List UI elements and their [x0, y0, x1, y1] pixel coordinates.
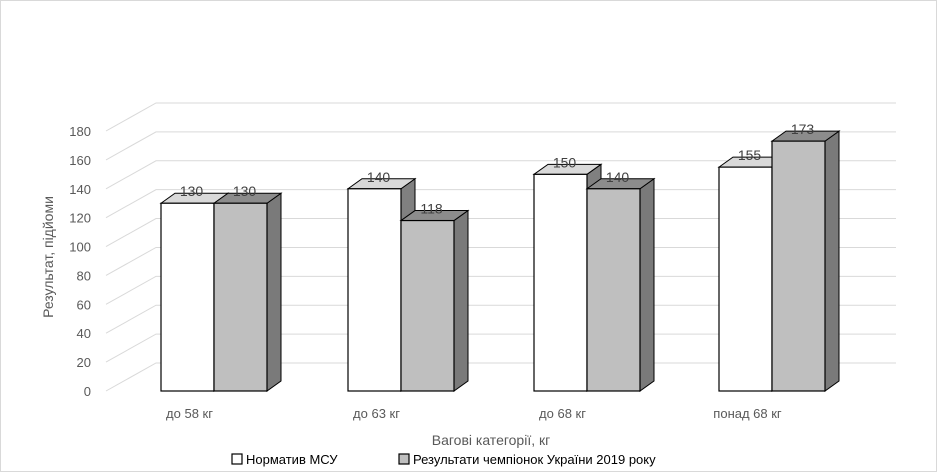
y-tick-60: 60 — [77, 297, 91, 312]
data-label-3-0: 155 — [738, 147, 762, 163]
bar-front-0-1 — [213, 202, 268, 392]
data-label-2-0: 150 — [553, 154, 577, 170]
legend-swatch-results — [398, 453, 410, 465]
legend-label-normative: Норматив МСУ — [246, 452, 338, 467]
data-label-0-0: 130 — [180, 183, 204, 199]
bar-front-0-0 — [160, 202, 215, 392]
gridline-160 — [105, 131, 896, 161]
bar-front-3-1 — [771, 140, 826, 392]
y-tick-160: 160 — [69, 153, 91, 168]
data-label-1-1: 118 — [420, 201, 443, 217]
data-labels: 130 130 140 118 150 140 155 173 — [180, 121, 815, 216]
data-label-2-1: 140 — [606, 169, 630, 185]
bar-side-1-1 — [453, 209, 469, 392]
legend-swatch-normative — [231, 453, 243, 465]
x-tick-3: понад 68 кг — [713, 406, 782, 421]
y-tick-80: 80 — [77, 268, 91, 283]
bar-0-1 — [212, 192, 283, 392]
bar-front-1-1 — [400, 219, 455, 392]
bar-1-1 — [399, 209, 470, 392]
y-tick-0: 0 — [84, 384, 91, 399]
bar-front-1-0 — [347, 188, 402, 392]
x-tick-0: до 58 кг — [166, 406, 213, 421]
x-tick-2: до 68 кг — [539, 406, 586, 421]
y-axis-title: Результат, підйоми — [40, 196, 56, 318]
y-tick-180: 180 — [69, 124, 91, 139]
legend-label-results: Результати чемпіонок України 2019 року — [413, 452, 656, 467]
bar-front-2-0 — [533, 173, 588, 392]
data-label-0-1: 130 — [233, 183, 257, 199]
x-tick-labels: до 58 кг до 63 кг до 68 кг понад 68 кг — [166, 406, 782, 421]
x-axis-title: Вагові категорії, кг — [432, 432, 550, 448]
y-tick-140: 140 — [69, 182, 91, 197]
bar-side-3-1 — [824, 130, 840, 392]
x-tick-1: до 63 кг — [353, 406, 400, 421]
y-tick-40: 40 — [77, 326, 91, 341]
gridline-180 — [105, 102, 896, 132]
bar-front-3-0 — [718, 166, 773, 392]
y-tick-labels: 0 20 40 60 80 100 120 140 160 180 — [69, 124, 91, 399]
data-label-3-1: 173 — [791, 121, 815, 137]
bar-2-1 — [585, 177, 656, 392]
legend: Норматив МСУ Результати чемпіонок Україн… — [231, 452, 656, 467]
y-tick-20: 20 — [77, 355, 91, 370]
gridline-140 — [105, 160, 896, 190]
bar-side-2-1 — [639, 177, 655, 392]
data-label-1-0: 140 — [367, 169, 391, 185]
y-tick-120: 120 — [69, 211, 91, 226]
bar-front-2-1 — [586, 188, 641, 392]
bars — [159, 130, 841, 392]
bar-3-1 — [770, 130, 841, 392]
bar-side-0-1 — [266, 192, 282, 392]
grid-layer — [105, 102, 896, 392]
y-tick-100: 100 — [69, 240, 91, 255]
